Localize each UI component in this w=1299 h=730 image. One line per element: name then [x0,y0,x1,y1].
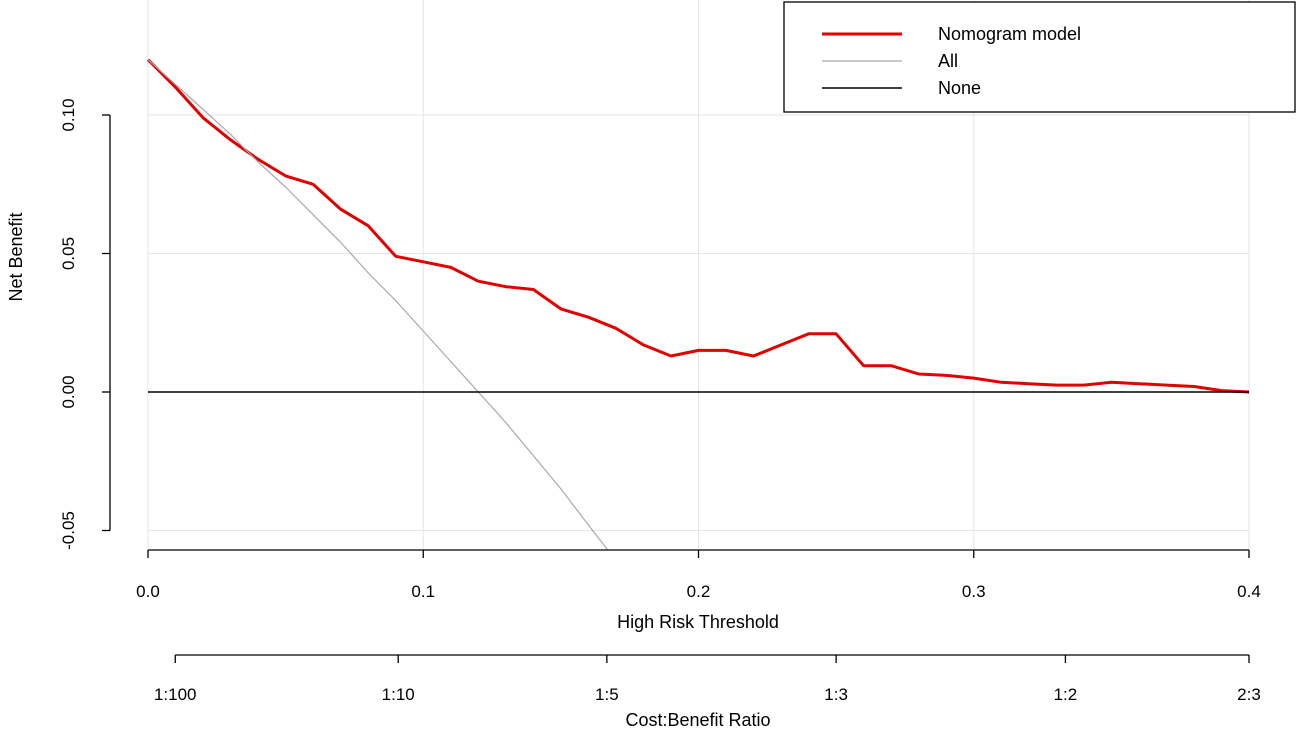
x-tick-label-3: 0.3 [962,582,986,601]
series-lines [146,58,1250,551]
cost-benefit-tick-label-0: 1:100 [154,685,197,704]
y-tick-label-2: 0.05 [59,237,78,270]
y-tick-label-3: 0.10 [59,98,78,131]
x-axis: 0.0 0.1 0.2 0.3 0.4 [136,549,1261,601]
x-tick-label-4: 0.4 [1237,582,1261,601]
x-tick-label-0: 0.0 [136,582,160,601]
cost-benefit-tick-label-5: 2:3 [1237,685,1261,704]
legend: Nomogram model All None [783,1,1296,113]
series-line-nomogram-model [146,58,1250,394]
cost-benefit-tick-label-3: 1:3 [824,685,848,704]
legend-label-all: All [938,51,958,71]
y-axis: -0.05 0.00 0.05 0.10 [59,98,111,550]
y-axis-title: Net Benefit [6,212,26,301]
x-tick-label-1: 0.1 [411,582,435,601]
x-tick-label-2: 0.2 [687,582,711,601]
y-tick-label-0: -0.05 [59,511,78,550]
cost-benefit-tick-label-2: 1:5 [595,685,619,704]
series-line-all [147,59,609,551]
legend-label-nomogram: Nomogram model [938,24,1081,44]
cost-benefit-tick-label-4: 1:2 [1054,685,1078,704]
x-axis-title: High Risk Threshold [617,612,779,632]
legend-label-none: None [938,78,981,98]
cost-benefit-tick-label-1: 1:10 [382,685,415,704]
legend-box [783,1,1296,113]
y-tick-label-1: 0.00 [59,375,78,408]
cost-benefit-axis-title: Cost:Benefit Ratio [625,710,770,730]
cost-benefit-axis: 1:100 1:10 1:5 1:3 1:2 2:3 [154,654,1261,704]
